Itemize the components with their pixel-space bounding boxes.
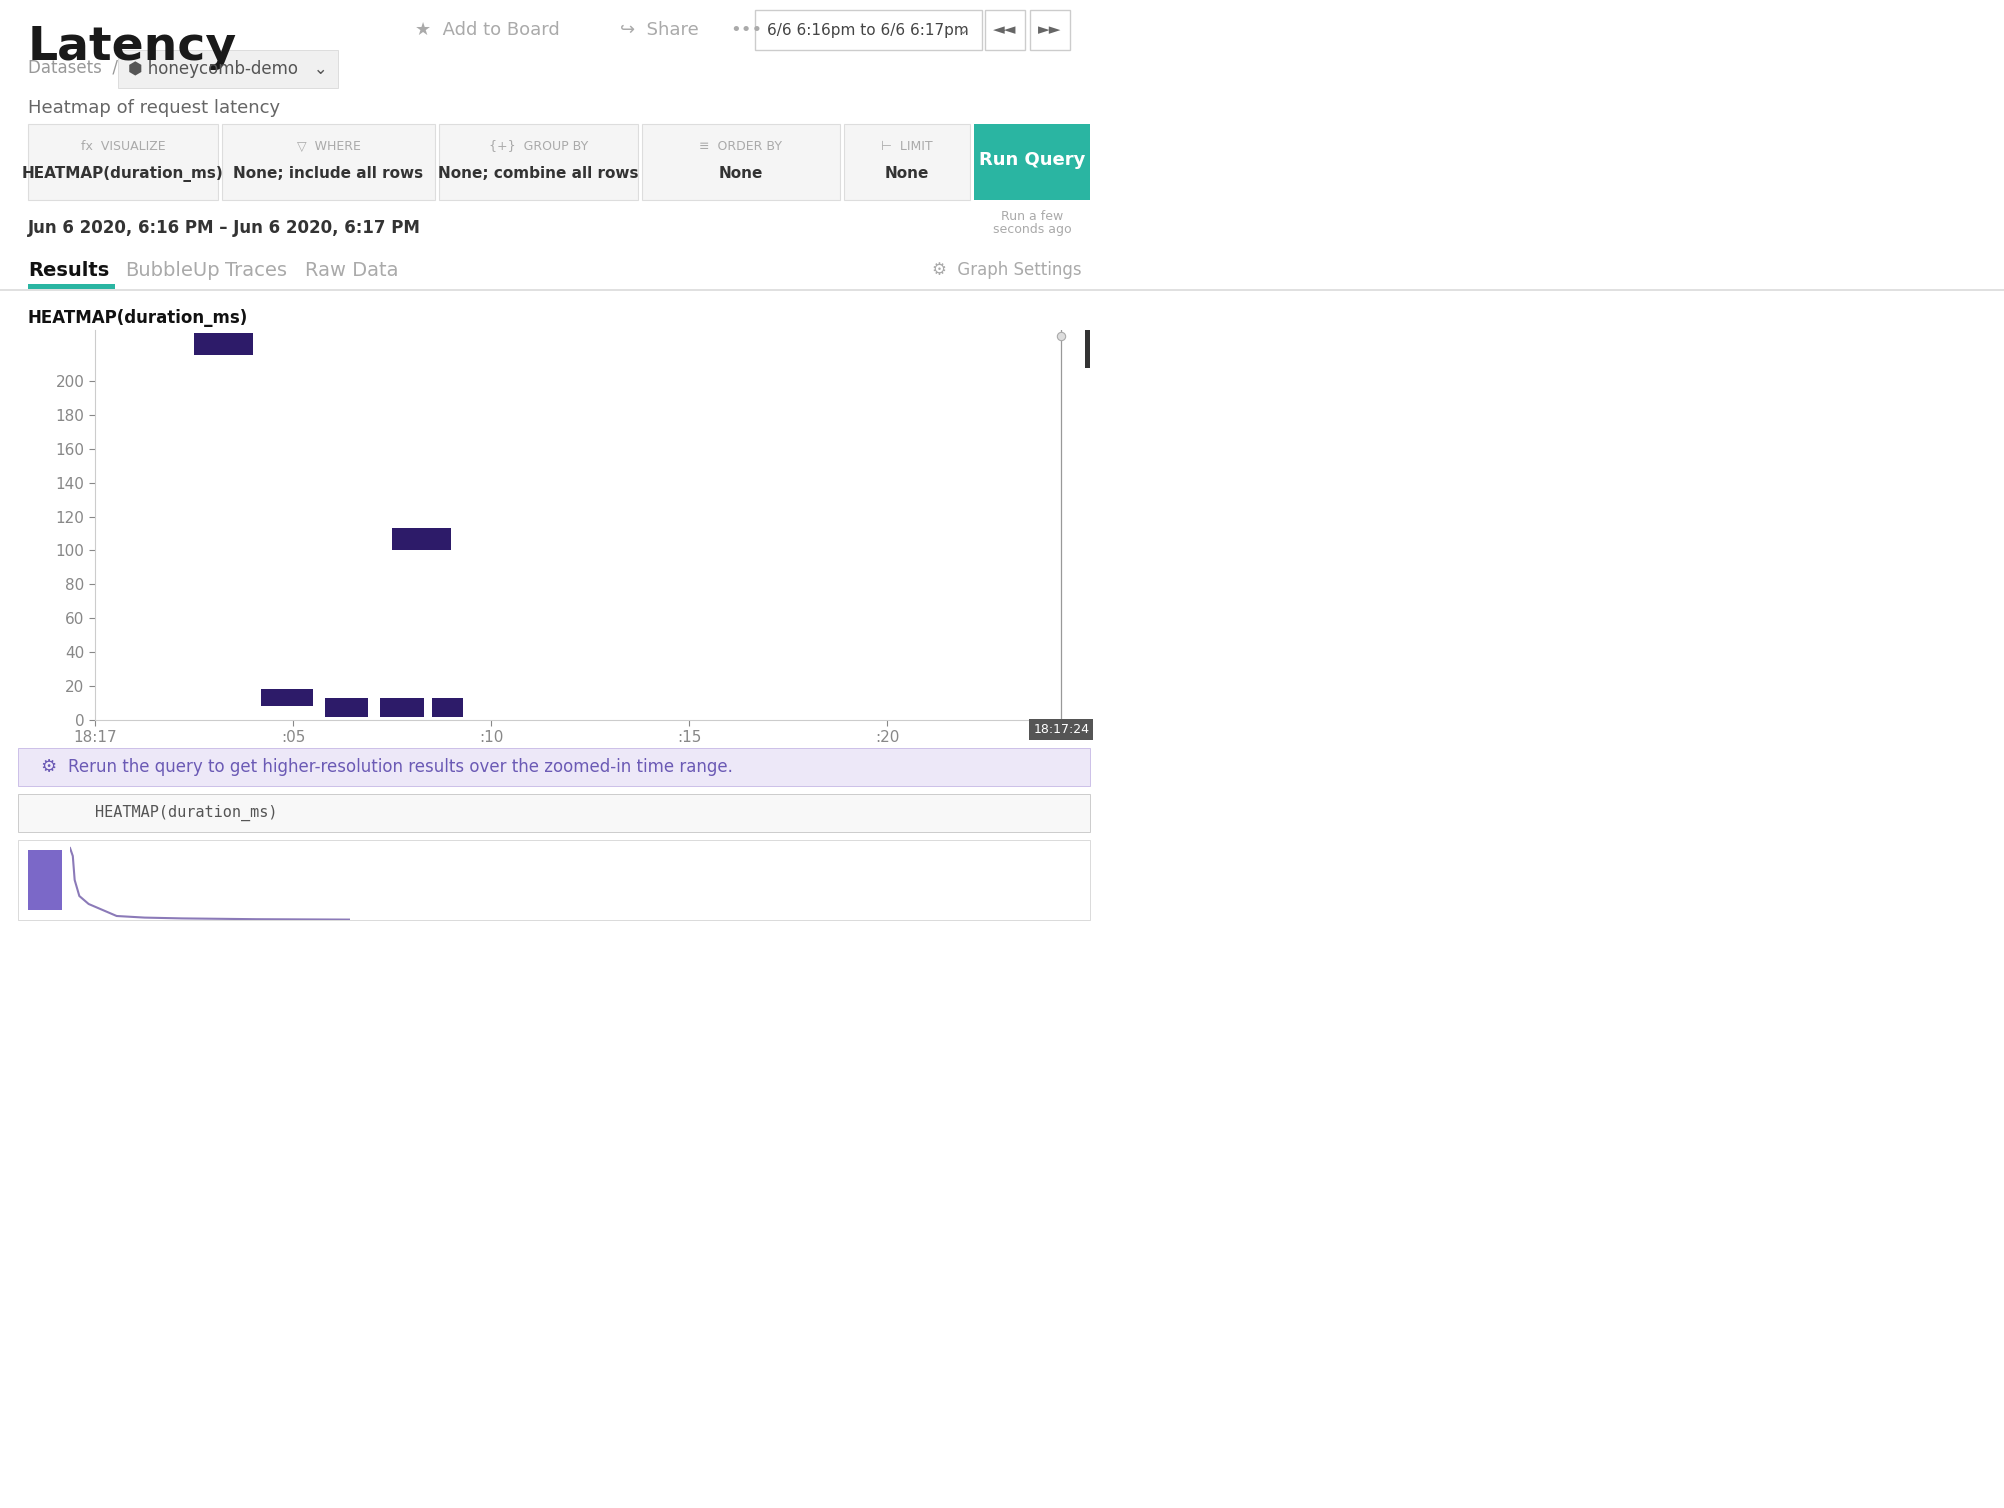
Text: HEATMAP(duration_ms): HEATMAP(duration_ms) <box>94 805 277 820</box>
Bar <box>261 689 313 706</box>
Text: Run Query: Run Query <box>978 151 1086 169</box>
Text: seconds ago: seconds ago <box>992 223 1072 237</box>
Bar <box>194 333 253 356</box>
Bar <box>431 698 463 716</box>
Text: ⊢  LIMIT: ⊢ LIMIT <box>882 140 932 152</box>
Text: •••: ••• <box>729 21 762 39</box>
Text: BubbleUp: BubbleUp <box>124 261 220 279</box>
Bar <box>0 290 2004 291</box>
Bar <box>18 840 1090 920</box>
Bar <box>325 698 369 716</box>
Text: Latency: Latency <box>28 26 236 71</box>
Text: ⚙  Graph Settings: ⚙ Graph Settings <box>932 261 1082 279</box>
Text: ★  Add to Board: ★ Add to Board <box>415 21 559 39</box>
Bar <box>381 698 423 716</box>
Text: ►►: ►► <box>1038 23 1062 38</box>
Text: Results: Results <box>28 261 110 279</box>
Bar <box>393 528 451 550</box>
Text: ⬢ honeycomb-demo   ⌄: ⬢ honeycomb-demo ⌄ <box>128 60 329 78</box>
Text: HEATMAP(duration_ms): HEATMAP(duration_ms) <box>22 166 224 182</box>
Text: ⚙: ⚙ <box>40 759 56 777</box>
Text: Run a few: Run a few <box>1000 210 1064 223</box>
Text: Traces: Traces <box>224 261 287 279</box>
Text: ↪  Share: ↪ Share <box>619 21 699 39</box>
Text: fx  VISUALIZE: fx VISUALIZE <box>80 140 164 152</box>
Bar <box>756 11 982 50</box>
Bar <box>28 124 218 201</box>
Text: HEATMAP(duration_ms): HEATMAP(duration_ms) <box>28 309 248 327</box>
Bar <box>641 124 840 201</box>
Text: {+}  GROUP BY: {+} GROUP BY <box>489 140 587 152</box>
Bar <box>439 124 637 201</box>
Bar <box>222 124 435 201</box>
Text: Datasets  /: Datasets / <box>28 59 118 77</box>
Text: None; include all rows: None; include all rows <box>232 166 423 181</box>
Bar <box>1052 372 1070 386</box>
Bar <box>844 124 970 201</box>
Bar <box>974 124 1090 201</box>
Text: ▽  WHERE: ▽ WHERE <box>297 140 361 152</box>
Bar <box>1030 11 1070 50</box>
Text: None: None <box>886 166 930 181</box>
Text: ⊖: ⊖ <box>1060 339 1080 359</box>
Text: Rerun the query to get higher-resolution results over the zoomed-in time range.: Rerun the query to get higher-resolution… <box>68 759 733 777</box>
Text: 6/6 6:16pm to 6/6 6:17pm: 6/6 6:16pm to 6/6 6:17pm <box>768 23 968 38</box>
Text: Heatmap of request latency: Heatmap of request latency <box>28 100 281 118</box>
Text: ◄◄: ◄◄ <box>994 23 1016 38</box>
Bar <box>1050 330 1090 368</box>
Bar <box>986 11 1024 50</box>
Bar <box>118 50 339 87</box>
Text: ≡  ORDER BY: ≡ ORDER BY <box>699 140 782 152</box>
Bar <box>28 284 114 290</box>
Bar <box>18 795 1090 832</box>
Text: Raw Data: Raw Data <box>305 261 399 279</box>
Text: 18:17:24: 18:17:24 <box>1034 722 1090 736</box>
Bar <box>28 851 62 909</box>
Text: None; combine all rows: None; combine all rows <box>439 166 639 181</box>
Text: ⌄: ⌄ <box>956 23 970 38</box>
Text: Jun 6 2020, 6:16 PM – Jun 6 2020, 6:17 PM: Jun 6 2020, 6:16 PM – Jun 6 2020, 6:17 P… <box>28 219 421 237</box>
Bar <box>18 748 1090 786</box>
Text: None: None <box>719 166 764 181</box>
